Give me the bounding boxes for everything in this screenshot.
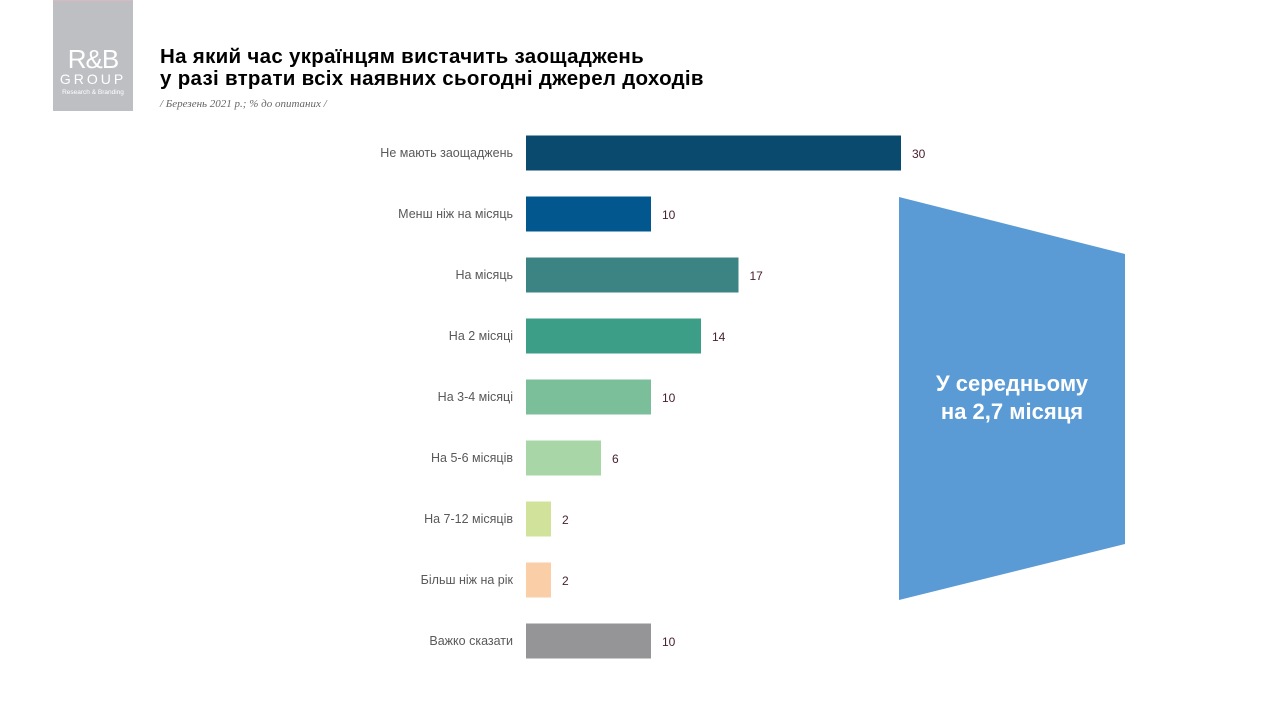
bar-4 bbox=[526, 379, 651, 415]
value-label: 10 bbox=[662, 208, 676, 222]
value-label: 10 bbox=[662, 635, 676, 649]
category-label: Важко сказати bbox=[429, 634, 513, 648]
bar-6 bbox=[526, 501, 551, 537]
bar-1 bbox=[526, 196, 651, 232]
value-label: 30 bbox=[912, 147, 926, 161]
category-label: Більш ніж на рік bbox=[421, 573, 514, 587]
value-label: 17 bbox=[750, 269, 764, 283]
callout-line-2: на 2,7 місяця bbox=[940, 399, 1084, 424]
bars-group: Не мають заощаджень 30 Менш ніж на місяць 1… bbox=[380, 135, 926, 659]
logo-tagline: Research & Branding bbox=[62, 89, 124, 96]
logo-group: GROUP bbox=[59, 71, 127, 87]
average-callout: У середньому на 2,7 місяця bbox=[899, 370, 1125, 426]
value-label: 2 bbox=[562, 574, 569, 588]
title-line-2: у разі втрати всіх наявних сьогодні джер… bbox=[160, 67, 704, 90]
category-label: На 3-4 місяці bbox=[438, 390, 513, 404]
callout-shape bbox=[899, 197, 1125, 600]
subtitle: / Березень 2021 р.; % до опитаних / bbox=[160, 98, 327, 110]
category-label: На 7-12 місяців bbox=[424, 512, 513, 526]
value-label: 6 bbox=[612, 452, 619, 466]
callout-line-1: У середньому bbox=[935, 371, 1089, 396]
category-label: На 5-6 місяців bbox=[431, 451, 513, 465]
bar-2 bbox=[526, 257, 739, 293]
value-label: 10 bbox=[662, 391, 676, 405]
bar-3 bbox=[526, 318, 701, 354]
logo-main: R&B bbox=[67, 44, 119, 74]
value-label: 14 bbox=[712, 330, 726, 344]
logo: R&B GROUP Research & Branding bbox=[53, 0, 133, 111]
category-label: Менш ніж на місяць bbox=[398, 207, 513, 221]
category-label: Не мають заощаджень bbox=[380, 146, 513, 160]
category-label: На місяць bbox=[455, 268, 513, 282]
bar-7 bbox=[526, 562, 551, 598]
title-line-1: На який час українцям вистачить заощадже… bbox=[160, 45, 645, 68]
page-title: На який час українцям вистачить заощадже… bbox=[160, 46, 704, 90]
value-label: 2 bbox=[562, 513, 569, 527]
bar-0 bbox=[526, 135, 901, 171]
bar-8 bbox=[526, 623, 651, 659]
category-label: На 2 місяці bbox=[449, 329, 513, 343]
bar-5 bbox=[526, 440, 601, 476]
